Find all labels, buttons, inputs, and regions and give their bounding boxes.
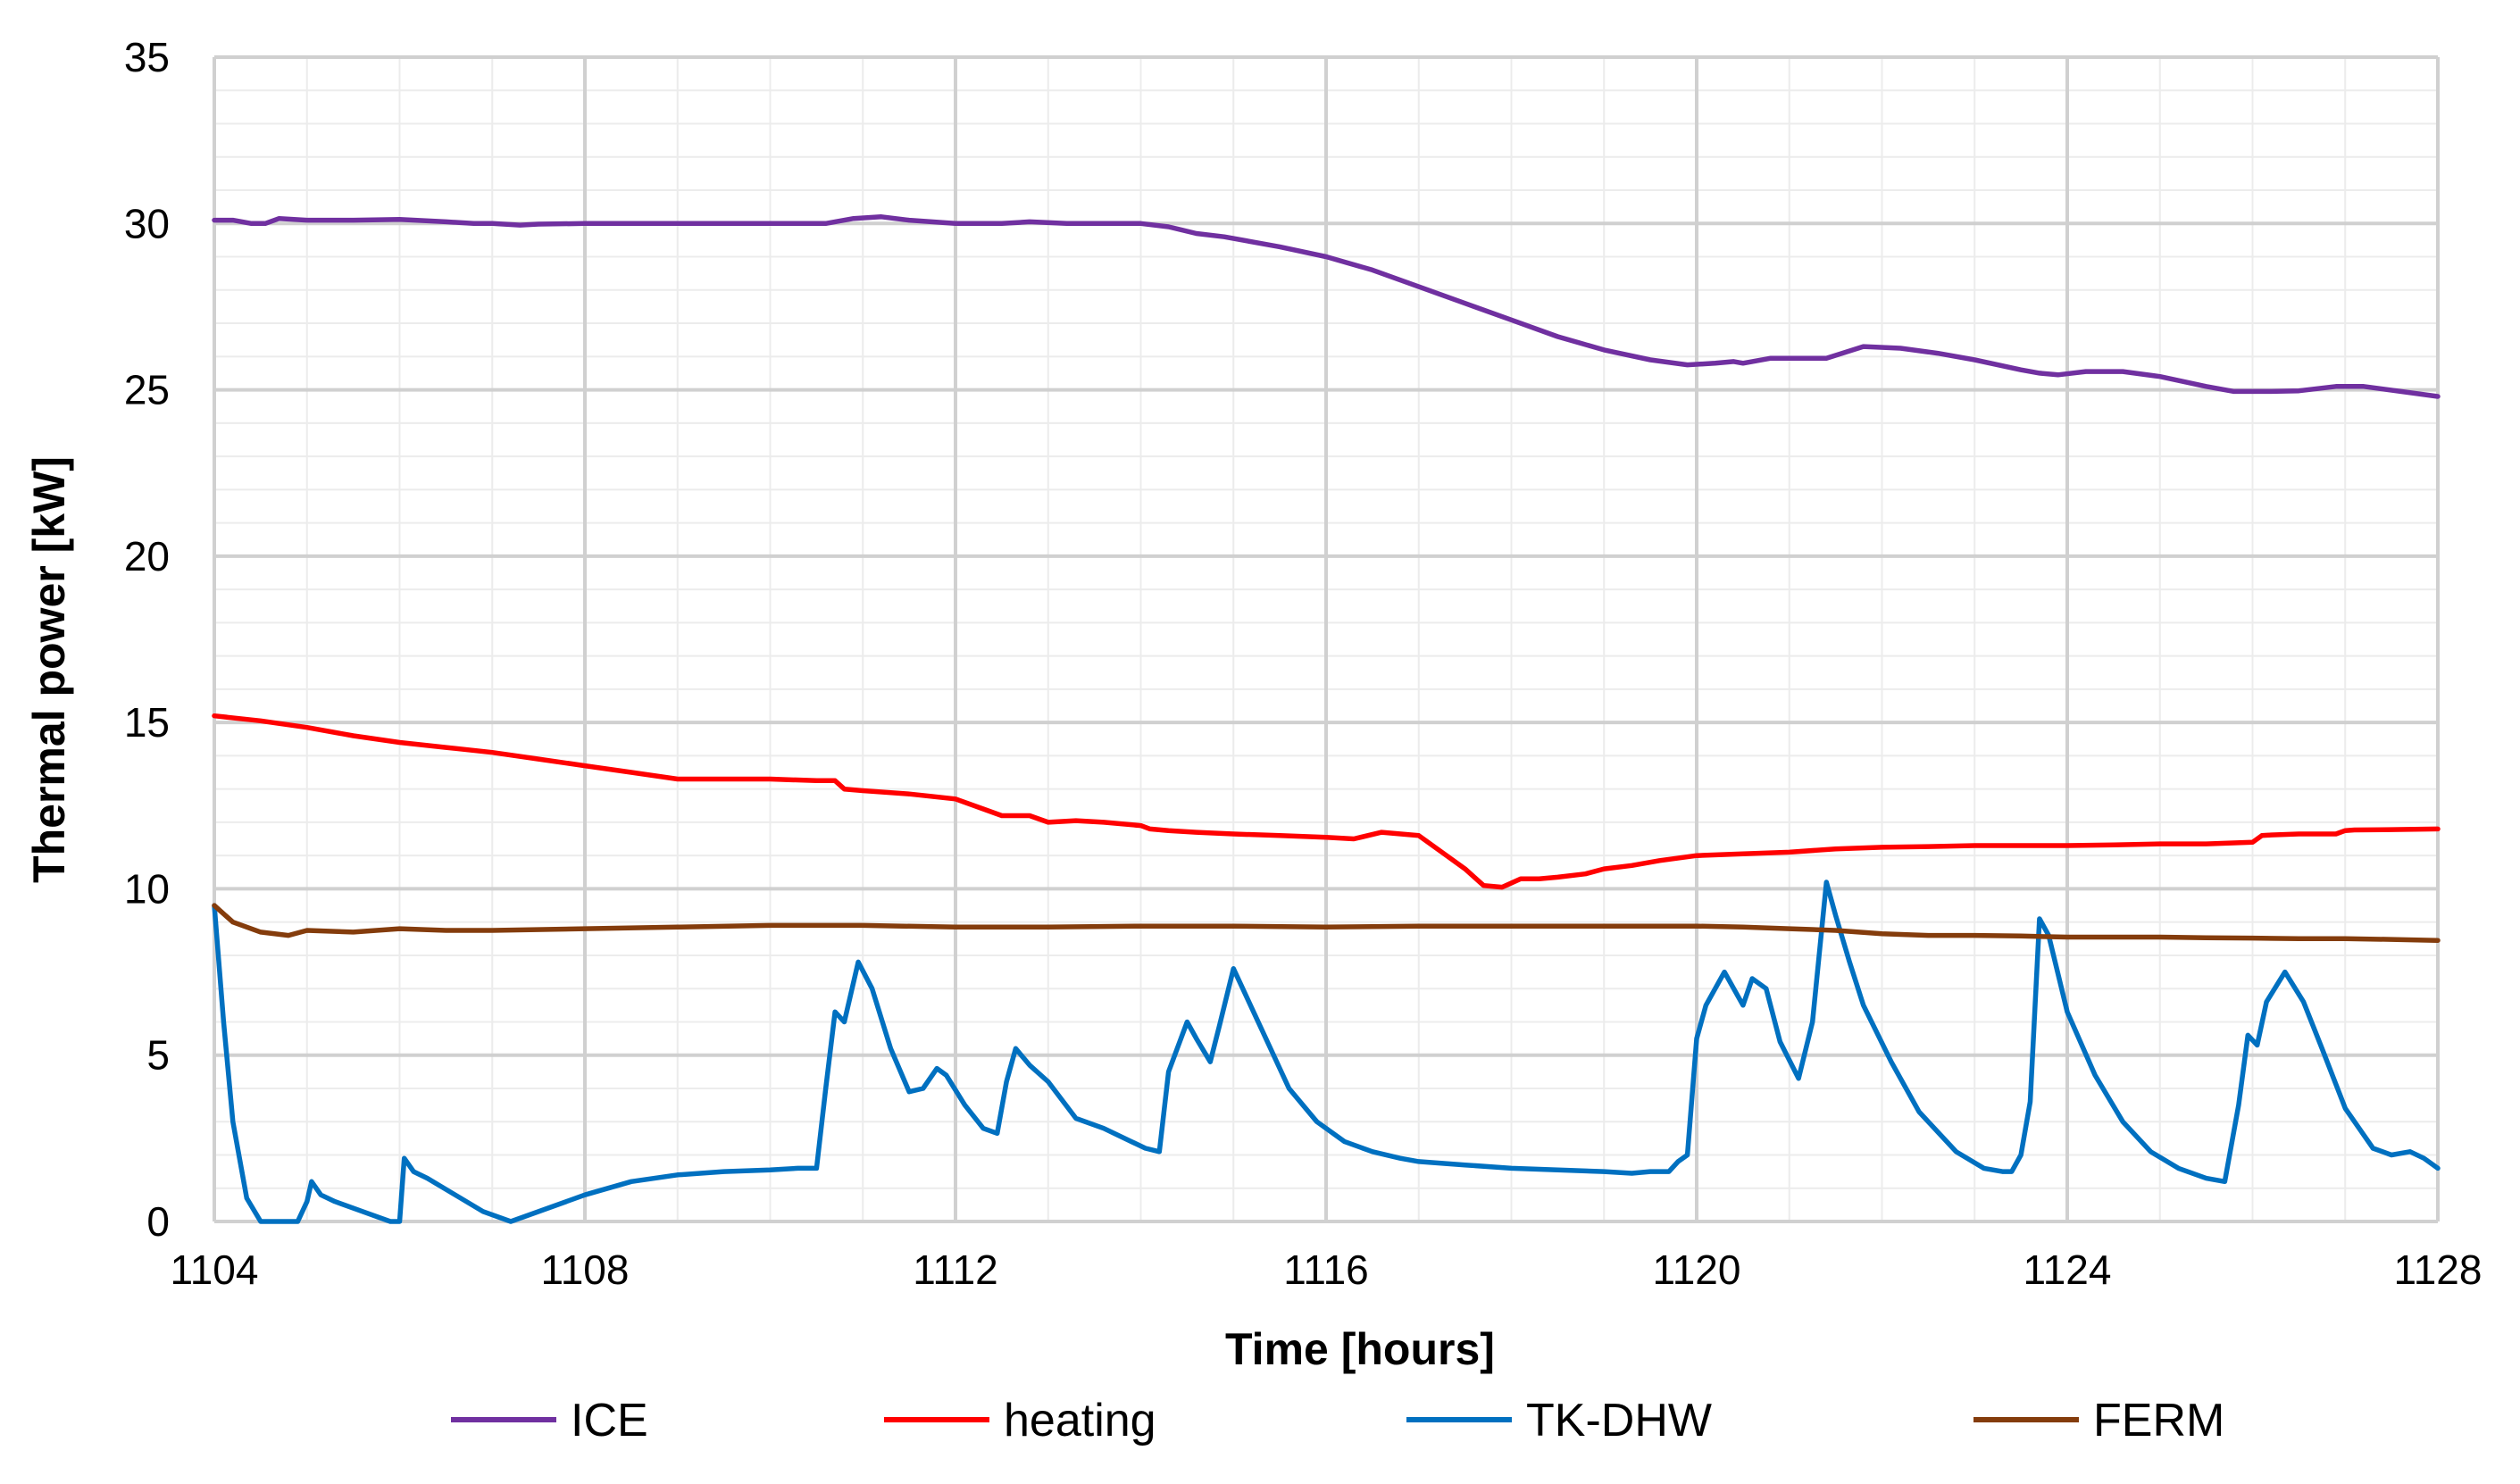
y-tick-label: 15 (124, 699, 170, 746)
y-axis-title: Thermal power [kW] (24, 456, 74, 883)
series-line-ferm (212, 903, 2441, 943)
x-tick-label: 1120 (1653, 1246, 1741, 1293)
x-tick-label: 1116 (1283, 1246, 1369, 1293)
series-line-tk-dhw (212, 880, 2441, 1224)
legend-label-ferm: FERM (2093, 1395, 2224, 1446)
legend-item-ferm: FERM (1973, 1395, 2224, 1446)
legend-item-tk-dhw: TK-DHW (1406, 1395, 1712, 1446)
y-axis-tick-labels: 0 5 10 15 20 25 30 35 (124, 34, 170, 1245)
series-line-heating (212, 713, 2441, 890)
x-tick-label: 1124 (2024, 1246, 2112, 1293)
x-tick-label: 1128 (2394, 1246, 2482, 1293)
legend-item-heating: heating (884, 1395, 1156, 1446)
y-tick-label: 5 (146, 1032, 170, 1079)
series-line-ice (212, 214, 2441, 399)
x-axis-title: Time [hours] (1225, 1324, 1495, 1374)
y-tick-label: 0 (146, 1198, 170, 1245)
legend: ICE heating TK-DHW FERM (451, 1395, 2224, 1446)
x-tick-label: 1104 (171, 1246, 259, 1293)
x-tick-label: 1108 (541, 1246, 630, 1293)
y-tick-label: 35 (124, 34, 170, 80)
y-tick-label: 20 (124, 533, 170, 579)
major-gridlines (213, 55, 2440, 1223)
legend-label-ice: ICE (571, 1395, 648, 1446)
legend-label-tk-dhw: TK-DHW (1526, 1395, 1712, 1446)
y-tick-label: 30 (124, 200, 170, 246)
series-lines (212, 214, 2441, 1224)
y-tick-label: 25 (124, 367, 170, 413)
x-tick-label: 1112 (913, 1246, 998, 1293)
legend-label-heating: heating (1004, 1395, 1156, 1446)
legend-item-ice: ICE (451, 1395, 648, 1446)
y-tick-label: 10 (124, 865, 170, 912)
x-axis-tick-labels: 1104 1108 1112 1116 1120 1124 1128 (171, 1246, 2482, 1293)
